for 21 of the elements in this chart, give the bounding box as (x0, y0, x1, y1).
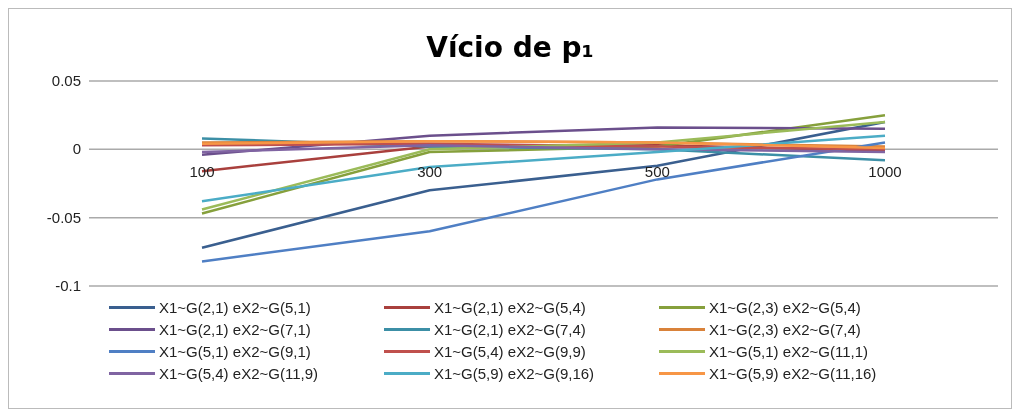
legend-label: X1~G(2,3) eX2~G(7,4) (709, 321, 861, 338)
y-tick-label: -0.1 (55, 277, 81, 294)
y-tick-label: 0 (72, 140, 81, 158)
legend-label: X1~G(2,1) eX2~G(7,1) (159, 321, 311, 338)
legend-label: X1~G(5,4) eX2~G(11,9) (159, 365, 318, 382)
legend-label: X1~G(2,1) eX2~G(7,4) (434, 321, 586, 338)
x-tick-label: 100 (189, 163, 215, 181)
legend-label: X1~G(5,9) eX2~G(11,16) (709, 365, 877, 382)
legend-label: X1~G(2,1) eX2~G(5,1) (159, 299, 311, 316)
legend-label: X1~G(2,1) eX2~G(5,4) (434, 299, 586, 316)
legend-label: X1~G(2,3) eX2~G(5,4) (709, 299, 861, 316)
x-tick-label: 1000 (868, 163, 902, 181)
legend-label: X1~G(5,4) eX2~G(9,9) (434, 343, 586, 360)
legend-label: X1~G(5,9) eX2~G(9,16) (434, 365, 595, 382)
y-tick-label: 0.05 (51, 72, 81, 89)
y-tick-label: -0.05 (46, 208, 81, 226)
legend-label: X1~G(5,1) eX2~G(11,1) (709, 343, 868, 360)
legend-label: X1~G(5,1) eX2~G(9,1) (159, 343, 311, 360)
x-tick-label: 300 (417, 163, 443, 181)
chart-title: Vício de p₁ (425, 31, 595, 66)
x-tick-label: 500 (644, 163, 670, 181)
